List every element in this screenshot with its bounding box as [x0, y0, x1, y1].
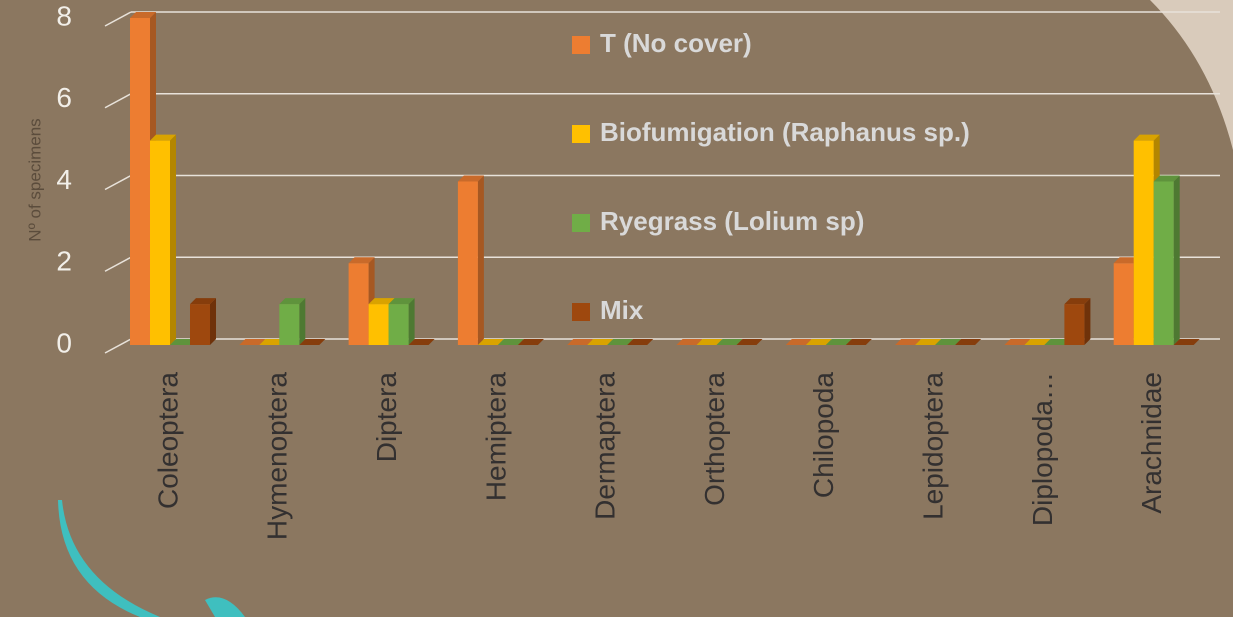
- grid-line: [104, 93, 132, 109]
- bar-top: [150, 134, 176, 141]
- bar: [457, 181, 478, 345]
- x-tick-label: Diplopoda…: [1027, 372, 1058, 526]
- legend-swatch: [572, 36, 590, 54]
- bar-top: [915, 339, 942, 345]
- bar-top: [627, 339, 654, 345]
- x-tick-label: Chilopoda: [808, 372, 839, 499]
- bar-top: [477, 339, 504, 345]
- bar-top: [1153, 175, 1180, 182]
- bar-top: [676, 339, 703, 345]
- grid-line: [104, 256, 132, 272]
- bar-top: [190, 298, 216, 305]
- bar-top: [239, 339, 266, 345]
- bar-top: [825, 339, 852, 345]
- bar-top: [935, 339, 962, 345]
- bar: [279, 304, 300, 345]
- bar-top: [1044, 339, 1071, 345]
- bar-top: [805, 339, 832, 345]
- bar-top: [497, 339, 524, 345]
- y-tick-label: 6: [56, 82, 72, 113]
- grid-line: [104, 11, 132, 27]
- x-tick-label: Coleoptera: [152, 372, 183, 509]
- legend-label: Mix: [600, 295, 644, 325]
- bar: [150, 140, 170, 345]
- bar-top: [388, 298, 415, 305]
- bar-top: [368, 298, 395, 305]
- bar-top: [457, 175, 484, 182]
- bar-top: [279, 298, 306, 305]
- legend-label: Ryegrass (Lolium sp): [600, 206, 864, 236]
- x-tick-label: Hemiptera: [480, 372, 511, 502]
- x-tick-label: Diptera: [371, 372, 402, 463]
- bar: [1133, 140, 1154, 345]
- bar-side: [477, 175, 484, 345]
- y-tick-label: 8: [56, 0, 72, 31]
- bar: [388, 304, 409, 345]
- y-tick-label: 4: [56, 164, 72, 195]
- x-tick-label: Dermaptera: [590, 372, 621, 520]
- bar-top: [1173, 339, 1200, 345]
- bar-side: [210, 298, 216, 345]
- decor-circle: [1150, 0, 1233, 150]
- legend-swatch: [572, 125, 590, 143]
- bar: [368, 304, 389, 345]
- x-tick-label: Orthoptera: [699, 372, 730, 506]
- decor-swoosh: [58, 500, 160, 617]
- bar-top: [170, 339, 196, 345]
- bar: [348, 263, 369, 345]
- legend-label: Biofumigation (Raphanus sp.): [600, 117, 970, 147]
- bar-top: [845, 339, 872, 345]
- decor-swoosh: [205, 597, 245, 617]
- bar: [190, 304, 210, 345]
- x-tick-label: Arachnidae: [1136, 372, 1167, 514]
- bar-top: [1113, 257, 1140, 264]
- y-tick-label: 0: [56, 327, 72, 358]
- bar-top: [607, 339, 634, 345]
- bar-top: [895, 339, 922, 345]
- bar-top: [299, 339, 326, 345]
- legend-swatch: [572, 214, 590, 232]
- bar-top: [517, 339, 544, 345]
- bar-top: [716, 339, 743, 345]
- bar-top: [567, 339, 594, 345]
- bar-top: [587, 339, 614, 345]
- bar-top: [696, 339, 723, 345]
- x-tick-label: Lepidoptera: [917, 372, 948, 520]
- bar-top: [1004, 339, 1031, 345]
- bar-top: [785, 339, 812, 345]
- bar-top: [736, 339, 763, 345]
- x-tick-label: Hymenoptera: [262, 372, 293, 541]
- bar-top: [408, 339, 435, 345]
- bar-top: [1064, 298, 1091, 305]
- bar: [130, 18, 150, 345]
- bar-top: [130, 12, 156, 18]
- bar-side: [1173, 175, 1180, 345]
- bar-top: [259, 339, 286, 345]
- bar-side: [408, 298, 415, 345]
- bar-side: [170, 134, 176, 345]
- bar-side: [1084, 298, 1091, 345]
- bar-top: [1133, 134, 1160, 141]
- bar-top: [955, 339, 982, 345]
- bar: [1064, 304, 1085, 345]
- grid-line: [104, 174, 132, 191]
- bar: [1153, 181, 1174, 345]
- bar-top: [1024, 339, 1051, 345]
- legend-swatch: [572, 303, 590, 321]
- bar-side: [299, 298, 306, 345]
- bar-top: [348, 257, 375, 264]
- y-tick-label: 2: [56, 246, 72, 277]
- bar: [1113, 263, 1134, 345]
- legend-label: T (No cover): [600, 28, 752, 58]
- y-axis-title: Nº of specimens: [25, 118, 44, 241]
- grid-line: [104, 338, 132, 354]
